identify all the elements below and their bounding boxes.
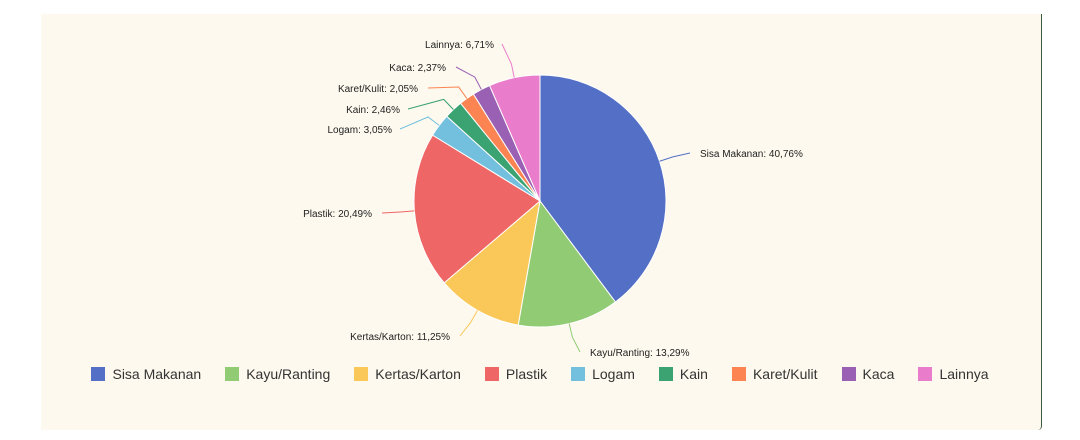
legend-swatch — [225, 367, 240, 381]
data-label: Karet/Kulit: 2,05% — [338, 84, 418, 95]
label-line — [659, 152, 691, 162]
legend-swatch — [484, 367, 499, 381]
data-label: Sisa Makanan: 40,76% — [700, 149, 803, 160]
data-label: Kertas/Karton: 11,25% — [350, 332, 450, 343]
legend-label: Logam — [592, 366, 635, 382]
legend-swatch — [571, 367, 586, 381]
legend-label: Kayu/Ranting — [246, 366, 331, 382]
legend-label: Plastik — [505, 366, 548, 382]
legend-swatch — [658, 367, 673, 381]
legend-item[interactable]: Karet/Kulit — [731, 366, 818, 382]
label-line — [399, 116, 440, 130]
pie-slice-plastik[interactable] — [413, 134, 541, 284]
label-line — [427, 86, 468, 99]
legend-item[interactable]: Kaca — [841, 366, 895, 382]
data-label: Kaca: 2,37% — [389, 63, 446, 74]
legend-swatch — [918, 367, 933, 381]
legend-item[interactable]: Plastik — [484, 366, 548, 382]
legend-item[interactable]: Kayu/Ranting — [225, 366, 330, 382]
legend-label: Karet/Kulit — [752, 366, 818, 382]
label-line — [407, 98, 454, 110]
legend-label: Kertas/Karton — [375, 366, 461, 382]
data-label: Kayu/Ranting: 13,29% — [590, 348, 690, 359]
label-line — [381, 210, 415, 214]
legend-item[interactable]: Sisa Makanan — [91, 366, 201, 382]
legend-swatch — [354, 367, 369, 381]
data-label: Kain: 2,46% — [346, 105, 400, 116]
label-line — [568, 323, 581, 353]
legend-swatch — [841, 367, 856, 381]
data-label: Logam: 3,05% — [328, 125, 393, 136]
legend-swatch — [91, 367, 106, 381]
data-label: Plastik: 20,49% — [303, 209, 372, 220]
legend: Sisa Makanan Kayu/Ranting Kertas/Karton Pla… — [0, 366, 1080, 382]
label-line — [501, 43, 515, 78]
label-line — [459, 310, 478, 337]
data-label: Lainnya: 6,71% — [425, 40, 494, 51]
legend-item[interactable]: Kain — [658, 366, 708, 382]
legend-label: Kaca — [862, 366, 895, 382]
legend-item[interactable]: Lainnya — [918, 366, 989, 382]
label-line — [455, 66, 482, 90]
legend-label: Kain — [679, 366, 708, 382]
legend-item[interactable]: Logam — [571, 366, 635, 382]
pie-slice-kayu-ranting[interactable] — [517, 199, 617, 328]
legend-label: Sisa Makanan — [112, 366, 202, 382]
legend-swatch — [731, 367, 746, 381]
legend-label: Lainnya — [939, 366, 989, 382]
legend-item[interactable]: Kertas/Karton — [354, 366, 461, 382]
pie-slice-sisa-makanan[interactable] — [539, 74, 667, 303]
